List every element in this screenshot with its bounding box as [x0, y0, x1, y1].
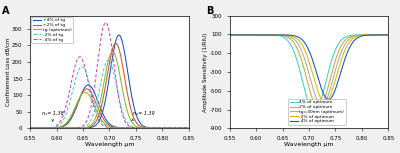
Y-axis label: Amplitude Sensitivity (1/RIU): Amplitude Sensitivity (1/RIU) — [203, 32, 208, 112]
X-axis label: Wavelength μm: Wavelength μm — [85, 142, 134, 147]
Text: A: A — [2, 6, 9, 16]
Text: nₓ= 1.38: nₓ= 1.38 — [42, 111, 64, 122]
Legend: +4% of tg, +2% of tg, tg (optimum), -2% of tg, -4% of tg: +4% of tg, +2% of tg, tg (optimum), -2% … — [32, 17, 73, 43]
Legend: 4% of optimum, 2% of optimum, tg=30nm (optimum), -2% of optimum, -4% of optimum: 4% of optimum, 2% of optimum, tg=30nm (o… — [288, 99, 346, 125]
Text: nₓ= 1.39: nₓ= 1.39 — [132, 111, 155, 120]
Text: B: B — [206, 6, 213, 16]
Y-axis label: Confinement Loss dB/cm: Confinement Loss dB/cm — [6, 38, 10, 106]
X-axis label: Wavelength μm: Wavelength μm — [284, 142, 334, 147]
